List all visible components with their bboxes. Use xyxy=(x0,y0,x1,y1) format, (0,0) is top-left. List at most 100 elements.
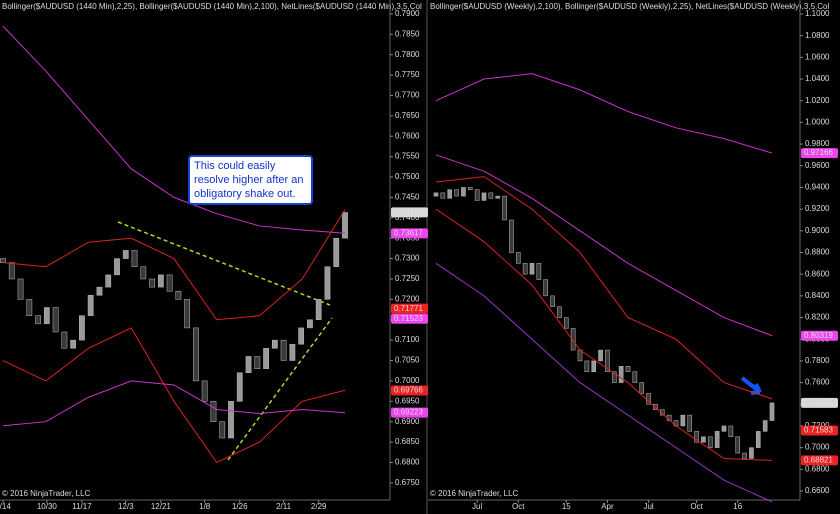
trendline xyxy=(117,221,331,306)
price-tag-label: 0.97166 xyxy=(804,148,833,157)
y-tick-label: 0.7750 xyxy=(395,70,420,79)
candle xyxy=(166,274,173,292)
candle xyxy=(461,187,466,197)
candle xyxy=(467,187,473,190)
price-tag xyxy=(801,425,838,436)
candle xyxy=(254,356,261,369)
candle xyxy=(557,306,562,318)
candle xyxy=(0,258,6,263)
candle xyxy=(611,371,617,383)
band-line xyxy=(435,73,773,154)
candle xyxy=(96,286,103,296)
candle xyxy=(17,278,24,300)
y-tick-label: 0.7800 xyxy=(805,356,830,365)
y-tick-label: 0.9000 xyxy=(805,226,830,235)
candle xyxy=(529,263,535,275)
y-tick-label: 0.7450 xyxy=(395,192,420,201)
candle xyxy=(263,348,269,369)
candle xyxy=(625,366,631,372)
candle xyxy=(550,295,555,307)
candle xyxy=(522,263,528,275)
candle xyxy=(742,452,747,459)
candle xyxy=(707,436,713,448)
candle xyxy=(8,262,15,280)
y-tick-label: 0.7250 xyxy=(395,274,420,283)
price-tag xyxy=(391,407,428,418)
price-tag-label: 0.71583 xyxy=(804,426,833,435)
candle xyxy=(271,339,278,349)
candle xyxy=(769,402,775,421)
price-tag-label: 0.74133 xyxy=(804,398,833,407)
copyright: © 2016 NinjaTrader, LLC xyxy=(2,489,91,498)
x-tick-label: Oct xyxy=(512,502,525,511)
price-tag xyxy=(391,385,428,396)
candle xyxy=(591,360,597,372)
price-tag-label: 0.68821 xyxy=(804,456,833,465)
candle xyxy=(87,295,94,316)
band-line xyxy=(2,380,346,427)
candle xyxy=(474,189,480,201)
band-line xyxy=(435,262,773,503)
candle xyxy=(307,319,313,329)
x-tick-label: 10/30 xyxy=(37,502,58,511)
x-tick-label: 1/8 xyxy=(199,502,211,511)
x-tick-label: Jul xyxy=(472,502,482,511)
candle xyxy=(749,447,754,459)
candle xyxy=(694,431,699,443)
candle xyxy=(131,250,138,267)
candle xyxy=(440,192,446,199)
candle xyxy=(52,307,59,333)
band-line xyxy=(435,154,773,337)
candle xyxy=(43,307,50,325)
price-tag xyxy=(391,207,428,218)
candle xyxy=(714,431,720,448)
y-tick-label: 0.7000 xyxy=(805,443,830,452)
price-tag-label: 0.71523 xyxy=(394,314,423,323)
candle xyxy=(315,299,322,320)
candle xyxy=(324,266,331,300)
candle xyxy=(543,279,549,297)
candle xyxy=(488,192,494,199)
price-tag xyxy=(391,303,428,314)
candle xyxy=(481,192,487,201)
candle xyxy=(701,436,706,443)
y-tick-label: 0.8200 xyxy=(805,313,830,322)
candle xyxy=(79,315,85,341)
candle xyxy=(193,327,199,382)
candle xyxy=(219,421,226,439)
candle xyxy=(149,278,155,288)
y-tick-label: 0.7600 xyxy=(395,131,420,140)
y-tick-label: 0.7100 xyxy=(395,335,420,344)
candle xyxy=(289,343,296,361)
band-line xyxy=(2,209,346,321)
candle xyxy=(639,382,645,394)
y-tick-label: 1.0400 xyxy=(805,74,830,83)
price-tag-label: 0.71771 xyxy=(394,304,423,313)
candle xyxy=(509,219,514,253)
price-tag xyxy=(801,148,838,159)
candle xyxy=(122,250,129,259)
candle xyxy=(598,349,603,362)
candle xyxy=(210,401,217,422)
price-tag-label: 0.69766 xyxy=(394,386,423,395)
candle xyxy=(140,266,147,280)
price-tag-label: 0.69223 xyxy=(394,408,423,417)
candle xyxy=(515,252,521,264)
y-tick-label: 0.7300 xyxy=(395,254,420,263)
y-tick-label: 0.7900 xyxy=(395,9,420,18)
candle xyxy=(502,195,507,221)
candle xyxy=(236,372,243,402)
arrow xyxy=(740,376,762,395)
y-tick-label: 0.8800 xyxy=(805,248,830,257)
band-line xyxy=(2,25,346,234)
y-tick-label: 0.7550 xyxy=(395,152,420,161)
y-tick-label: 0.6800 xyxy=(805,464,830,473)
x-tick-label: 11/17 xyxy=(72,502,92,511)
candle xyxy=(762,420,768,432)
x-tick-label: 2/11 xyxy=(276,502,292,511)
candle xyxy=(563,317,569,329)
price-tag xyxy=(801,397,838,408)
candle xyxy=(755,431,761,448)
x-tick-label: 16 xyxy=(733,502,742,511)
x-tick-label: 12/3 xyxy=(118,502,134,511)
